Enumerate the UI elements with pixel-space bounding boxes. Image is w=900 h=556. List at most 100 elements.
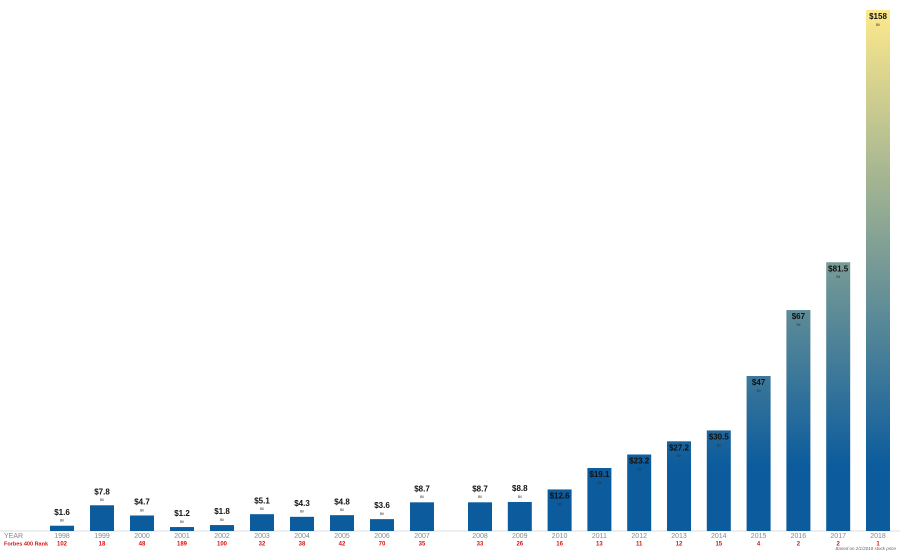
value-label: $81.5 <box>828 264 849 273</box>
rank-value: 26 <box>516 542 523 548</box>
value-unit: Bil <box>677 454 681 458</box>
x-tick-label: 2009 <box>512 533 528 540</box>
value-unit: Bil <box>836 275 840 279</box>
value-label: $8.8 <box>512 484 528 493</box>
rank-value: 12 <box>676 542 683 548</box>
value-unit: Bil <box>478 495 482 499</box>
value-unit: Bil <box>518 495 522 499</box>
value-label: $1.6 <box>54 508 70 517</box>
value-unit: Bil <box>420 495 424 499</box>
value-label: $23.2 <box>629 457 650 466</box>
rank-value: 1 <box>876 542 880 548</box>
value-unit: Bil <box>380 512 384 516</box>
bar <box>826 262 851 531</box>
value-unit: Bil <box>717 443 721 447</box>
rank-value: 4 <box>757 542 761 548</box>
bar <box>786 310 811 531</box>
value-unit: Bil <box>300 510 304 514</box>
bar <box>250 514 274 531</box>
bar <box>547 489 572 531</box>
value-unit: Bil <box>60 519 64 523</box>
value-label: $67 <box>792 312 806 321</box>
rank-label: Forbes 400 Rank <box>4 541 49 547</box>
value-label: $4.7 <box>134 498 150 507</box>
value-unit: Bil <box>340 508 344 512</box>
rank-value: 11 <box>636 542 643 548</box>
rank-value: 13 <box>596 542 603 548</box>
bar <box>667 441 691 531</box>
value-label: $1.2 <box>174 509 190 518</box>
x-tick-label: 2013 <box>671 533 687 540</box>
rank-value: 35 <box>419 542 426 548</box>
value-label: $47 <box>752 378 766 387</box>
rank-value: 42 <box>339 542 346 548</box>
value-unit: Bil <box>260 507 264 511</box>
footnote: Based on 2/1/2018 stock price <box>835 546 896 551</box>
x-tick-label: 2004 <box>294 533 310 540</box>
bar <box>50 525 74 531</box>
x-tick-label: 1998 <box>54 533 70 540</box>
x-tick-label: 2002 <box>214 533 230 540</box>
value-label: $5.1 <box>254 496 270 505</box>
value-label: $1.8 <box>214 507 230 516</box>
bar <box>130 515 154 531</box>
x-tick-label: 2006 <box>374 533 390 540</box>
value-unit: Bil <box>100 498 104 502</box>
rank-value: 70 <box>379 542 386 548</box>
value-unit: Bil <box>140 508 144 512</box>
value-label: $7.8 <box>94 487 110 496</box>
bar <box>507 501 532 531</box>
value-label: $8.7 <box>414 484 430 493</box>
value-label: $3.6 <box>374 501 390 510</box>
value-label: $12.6 <box>550 492 571 501</box>
value-unit: Bil <box>796 323 800 327</box>
x-tick-label: 2016 <box>791 533 807 540</box>
value-unit: Bil <box>637 467 641 471</box>
rank-value: 38 <box>299 542 306 548</box>
x-tick-label: 2012 <box>631 533 647 540</box>
value-label: $27.2 <box>669 443 690 452</box>
x-tick-label: 1999 <box>94 533 110 540</box>
bar <box>746 376 771 531</box>
x-tick-label: 2008 <box>472 533 488 540</box>
value-label: $30.5 <box>709 433 730 442</box>
x-tick-label: 2007 <box>414 533 430 540</box>
value-label: $4.8 <box>334 497 350 506</box>
value-unit: Bil <box>558 502 562 506</box>
bar <box>330 515 354 531</box>
bar <box>370 519 394 531</box>
rank-value: 32 <box>259 542 266 548</box>
value-unit: Bil <box>757 389 761 393</box>
x-tick-label: 2015 <box>751 533 767 540</box>
year-label: YEAR <box>4 533 23 540</box>
bar <box>210 525 234 531</box>
rank-value: 16 <box>556 542 563 548</box>
value-label: $4.3 <box>294 499 310 508</box>
bar <box>170 527 194 531</box>
x-tick-label: 2003 <box>254 533 270 540</box>
value-label: $8.7 <box>472 484 488 493</box>
rank-value: 48 <box>139 542 146 548</box>
value-unit: Bil <box>876 23 880 27</box>
bar <box>706 430 731 531</box>
value-label: $158 <box>869 12 887 21</box>
x-tick-label: 2014 <box>711 533 727 540</box>
bar <box>410 502 434 531</box>
rank-value: 2 <box>797 542 801 548</box>
x-tick-label: 2011 <box>592 533 607 540</box>
x-tick-label: 2018 <box>870 533 886 540</box>
x-tick-label: 2000 <box>134 533 150 540</box>
value-unit: Bil <box>220 518 224 522</box>
x-tick-label: 2010 <box>552 533 568 540</box>
rank-value: 2 <box>837 542 841 548</box>
bar <box>627 454 652 531</box>
rank-value: 15 <box>715 542 722 548</box>
bar <box>468 502 492 531</box>
rank-value: 189 <box>177 542 188 548</box>
bar <box>866 10 890 531</box>
value-unit: Bil <box>180 520 184 524</box>
value-label: $19.1 <box>589 470 610 479</box>
x-tick-label: 2001 <box>174 533 190 540</box>
x-tick-label: 2017 <box>830 533 846 540</box>
